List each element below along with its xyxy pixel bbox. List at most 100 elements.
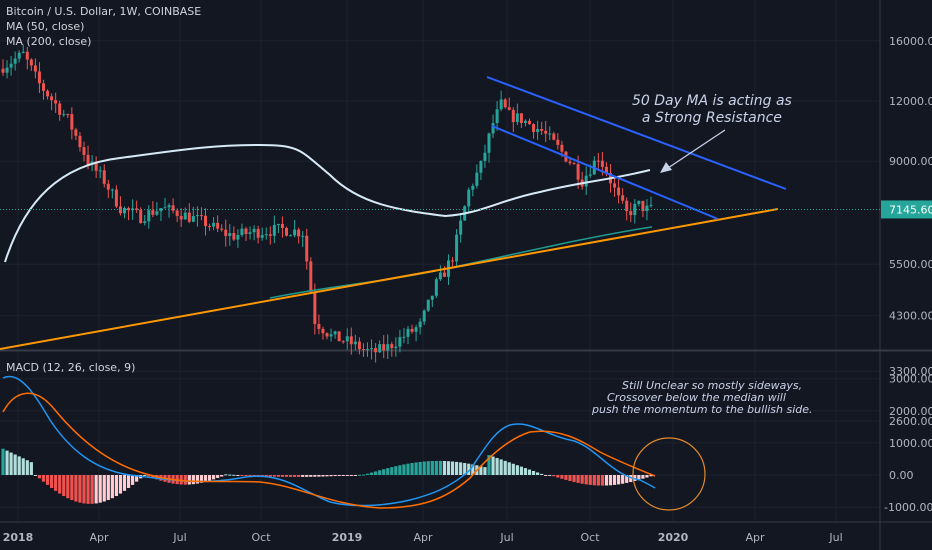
candle-body — [280, 223, 284, 228]
macd-histogram-bar — [114, 475, 118, 497]
macd-histogram-bar — [94, 475, 98, 504]
macd-histogram-bar — [629, 475, 633, 483]
candle-body — [127, 207, 131, 211]
macd-histogram-bar — [625, 475, 629, 483]
candle-body — [159, 207, 163, 212]
candle-body — [434, 279, 438, 296]
candle-body — [600, 160, 604, 167]
candle-body — [293, 229, 297, 236]
ma50-legend[interactable]: MA (50, close) — [6, 20, 85, 33]
candle-body — [114, 189, 118, 207]
macd-histogram-bar — [13, 454, 17, 475]
macd-histogram-bar — [301, 475, 305, 477]
candle-body — [511, 109, 515, 123]
candle-body — [625, 200, 629, 212]
macd-annotation: Still Unclear so mostly sideways, Crosso… — [592, 380, 813, 416]
macd-histogram-bar — [252, 475, 256, 476]
candle-body — [191, 215, 195, 222]
macd-histogram-bar — [361, 474, 366, 476]
macd-histogram-bar — [280, 475, 285, 477]
macd-histogram-bar — [131, 475, 135, 485]
macd-histogram-bar — [284, 475, 289, 477]
candle-body — [633, 203, 637, 216]
macd-histogram-bar — [455, 461, 459, 475]
candle-body — [240, 228, 244, 236]
macd-histogram-bar — [228, 474, 232, 476]
macd-histogram-bar — [98, 475, 102, 503]
macd-histogram-bar — [564, 475, 568, 480]
macd-histogram-bar — [402, 464, 406, 475]
candle-body — [171, 205, 175, 211]
candle-body — [25, 51, 29, 60]
macd-histogram-bar — [183, 475, 187, 485]
candle-body — [1, 68, 5, 73]
candle-body — [264, 234, 268, 236]
macd-histogram-bar — [244, 475, 248, 476]
candle-body — [645, 205, 649, 212]
macd-histogram-bar — [349, 475, 353, 476]
macd-histogram-bar — [199, 475, 204, 483]
macd-histogram-bar — [191, 475, 195, 485]
candle-body — [471, 185, 475, 190]
candle-body — [9, 63, 13, 68]
macd-histogram-bar — [463, 463, 467, 475]
candle-body — [155, 211, 159, 215]
ma200-legend[interactable]: MA (200, close) — [6, 35, 92, 48]
signal-line — [2, 392, 656, 509]
price-tick-label: 4300.00 — [889, 310, 932, 323]
macd-histogram-bar — [410, 463, 414, 475]
macd-tick-label: -1000.00 — [884, 501, 932, 514]
macd-legend[interactable]: MACD (12, 26, close, 9) — [6, 361, 136, 374]
candle-body — [341, 341, 345, 343]
macd-histogram-bar — [135, 475, 139, 482]
macd-histogram-bar — [240, 475, 244, 476]
macd-histogram-bar — [438, 460, 442, 475]
candle-body — [29, 59, 33, 66]
candle-body — [199, 215, 203, 217]
candle-body — [422, 310, 426, 322]
macd-histogram-bar — [406, 463, 410, 475]
macd-histogram-bar — [386, 468, 390, 475]
macd-histogram-bar — [37, 475, 42, 479]
macd-histogram-bar — [568, 475, 572, 482]
candle-body — [260, 235, 264, 238]
macd-histogram-bar — [459, 462, 463, 475]
candle-body — [503, 99, 507, 108]
macd-histogram-bar — [414, 462, 418, 475]
macd-histogram-bar — [556, 475, 560, 478]
macd-histogram-bar — [220, 475, 224, 477]
macd-histogram-bar — [418, 461, 422, 475]
candle-body — [285, 227, 288, 236]
macd-histogram-bar — [467, 463, 471, 475]
annotation-arrow-head — [660, 162, 672, 173]
macd-histogram-bar — [212, 475, 216, 480]
macd-histogram-bar — [337, 475, 341, 476]
macd-histogram-bar — [649, 475, 653, 477]
candle-body — [560, 144, 564, 152]
macd-histogram-bar — [41, 475, 46, 482]
symbol-title[interactable]: Bitcoin / U.S. Dollar, 1W, COINBASE — [6, 5, 202, 18]
macd-histogram-bar — [288, 475, 293, 477]
candle-body — [349, 336, 353, 345]
candle-body — [204, 215, 207, 227]
candle-body — [33, 65, 37, 72]
candle-body — [637, 200, 641, 204]
macd-histogram-bar — [382, 469, 386, 475]
candle-body — [515, 113, 519, 123]
macd-histogram-bar — [78, 475, 82, 503]
candle-body — [617, 187, 621, 196]
candle-body — [78, 135, 82, 148]
macd-histogram-bar — [33, 475, 37, 476]
macd-histogram-bar — [446, 461, 451, 475]
candle-body — [179, 216, 183, 220]
macd-histogram-bar — [584, 475, 588, 485]
channel-upper-line — [486, 76, 787, 190]
channel-lower-line — [491, 125, 719, 220]
annotation-arrow-shaft — [667, 129, 726, 169]
macd-histogram-bar — [511, 463, 515, 475]
macd-histogram-bar — [353, 475, 357, 476]
time-tick-label: Oct — [251, 531, 271, 544]
candle-body — [495, 109, 499, 124]
